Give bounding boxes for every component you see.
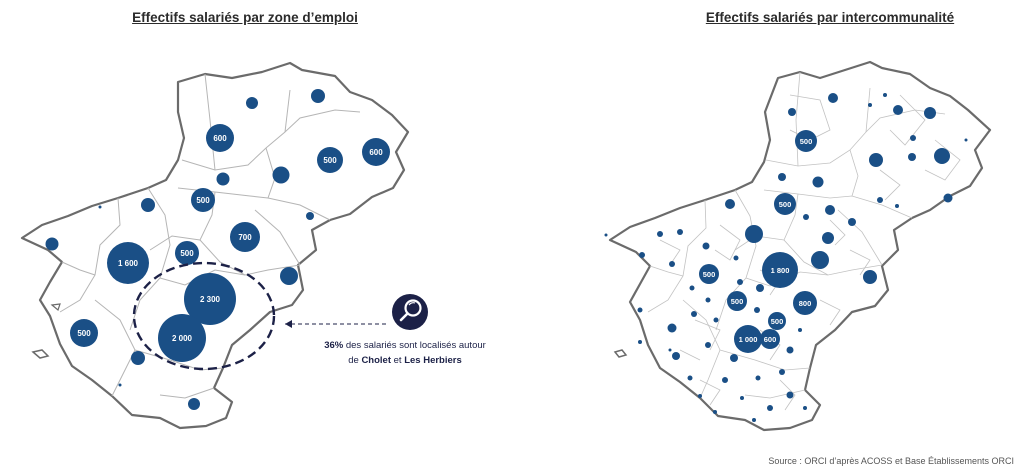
bubble-left-6: 500	[175, 241, 199, 265]
region-outline-left	[20, 61, 410, 430]
callout-line-1: 36% des salariés sont localisés autour	[300, 338, 510, 353]
map-title-zones: Effectifs salariés par zone d’emploi	[132, 10, 358, 25]
labeled-bubbles-left: 600 500 600 500 700 500 1 600 2 300 2 00…	[70, 124, 390, 362]
bubble-left-3: 600	[362, 138, 390, 166]
svg-text:500: 500	[196, 196, 210, 205]
bubble-left-2: 500	[317, 147, 343, 173]
island-left	[31, 349, 50, 359]
island-right	[613, 349, 628, 358]
bubble-right-8: 1 000	[734, 325, 762, 353]
svg-text:500: 500	[779, 200, 792, 209]
bubble-left-8: 2 300	[184, 273, 236, 325]
callout-and: et	[391, 355, 405, 366]
map-zones-emploi: 600 500 600 500 700 500 1 600 2 300 2 00…	[20, 61, 428, 430]
svg-text:1 600: 1 600	[118, 259, 139, 268]
svg-text:500: 500	[731, 297, 744, 306]
labeled-bubbles-right: 500 500 1 800 500 500 800 500 1 000 600	[699, 130, 817, 353]
bubble-right-3: 1 800	[762, 252, 798, 288]
svg-text:600: 600	[369, 148, 383, 157]
bubble-left-4: 500	[191, 188, 215, 212]
source-note: Source : ORCI d’après ACOSS et Base Étab…	[768, 456, 1014, 466]
svg-text:1 800: 1 800	[771, 266, 790, 275]
bubble-right-9: 600	[760, 329, 780, 349]
callout-city-herbiers: Les Herbiers	[404, 355, 462, 366]
bubble-right-2: 500	[774, 193, 796, 215]
callout-percent: 36%	[324, 340, 344, 351]
bubble-left-7: 1 600	[107, 242, 149, 284]
svg-text:500: 500	[771, 317, 784, 326]
bubble-right-5: 500	[727, 291, 747, 311]
callout-arrow	[285, 320, 386, 328]
callout-text-1: des salariés sont localisés autour	[343, 340, 486, 351]
bubble-right-7: 500	[768, 312, 786, 330]
bubble-right-1: 500	[795, 130, 817, 152]
small-bubbles-right	[604, 93, 968, 422]
svg-text:2 300: 2 300	[200, 295, 221, 304]
bubble-right-4: 500	[699, 264, 719, 284]
cholet-herbiers-highlight	[132, 261, 276, 371]
svg-text:600: 600	[764, 335, 777, 344]
svg-text:500: 500	[323, 156, 337, 165]
svg-text:800: 800	[799, 299, 812, 308]
svg-text:2 000: 2 000	[172, 334, 193, 343]
callout-line-2: de Cholet et Les Herbiers	[300, 353, 510, 368]
callout-text: 36% des salariés sont localisés autour d…	[300, 338, 510, 368]
svg-text:500: 500	[703, 270, 716, 279]
svg-text:1 000: 1 000	[739, 335, 758, 344]
map-title-intercommunalites: Effectifs salariés par intercommunalité	[705, 10, 955, 25]
svg-text:500: 500	[180, 249, 194, 258]
intercommunality-boundaries	[647, 71, 961, 411]
callout-city-cholet: Cholet	[361, 355, 391, 366]
callout-text-2: de	[348, 355, 362, 366]
svg-text:500: 500	[77, 329, 91, 338]
magnifier-icon	[392, 294, 428, 330]
bubble-left-5: 700	[230, 222, 260, 252]
svg-text:700: 700	[238, 233, 252, 242]
bubble-left-1: 600	[206, 124, 234, 152]
svg-text:600: 600	[213, 134, 227, 143]
bubble-left-9: 2 000	[158, 314, 206, 362]
small-bubbles-left	[45, 89, 325, 410]
bubble-right-6: 800	[793, 291, 817, 315]
bubble-left-10: 500	[70, 319, 98, 347]
svg-text:500: 500	[800, 137, 813, 146]
map-intercommunalites: 500 500 1 800 500 500 800 500 1 000 600	[604, 60, 992, 432]
island-left-2	[50, 303, 61, 312]
